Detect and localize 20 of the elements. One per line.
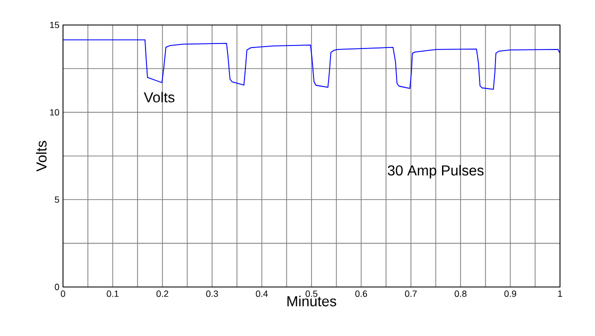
x-tick-label: 0.7 (404, 290, 417, 297)
y-tick-label: 5 (54, 196, 60, 203)
y-axis-title: Volts (36, 140, 47, 172)
x-tick-label: 0.9 (504, 290, 516, 297)
x-tick-label: 0.6 (355, 290, 368, 297)
x-tick-label: 0.4 (256, 290, 268, 297)
line-series (63, 39, 560, 90)
x-tick-label: 0.5 (306, 290, 318, 297)
x-tick-label: 0 (60, 290, 66, 297)
y-tick-label: 0 (54, 284, 60, 290)
x-axis-title: Minutes (287, 296, 336, 306)
y-tick-label: 10 (50, 109, 60, 116)
x-tick-label: 0.8 (454, 290, 466, 297)
x-tick-label: 0.3 (206, 290, 218, 297)
x-tick-label: 0.2 (156, 290, 168, 297)
y-tick-label: 15 (50, 22, 60, 28)
x-tick-label: 1 (558, 290, 562, 297)
annotation: 30 Amp Pulses (388, 164, 484, 178)
x-tick-label: 0.1 (106, 290, 119, 297)
annotation: Volts (144, 92, 174, 102)
